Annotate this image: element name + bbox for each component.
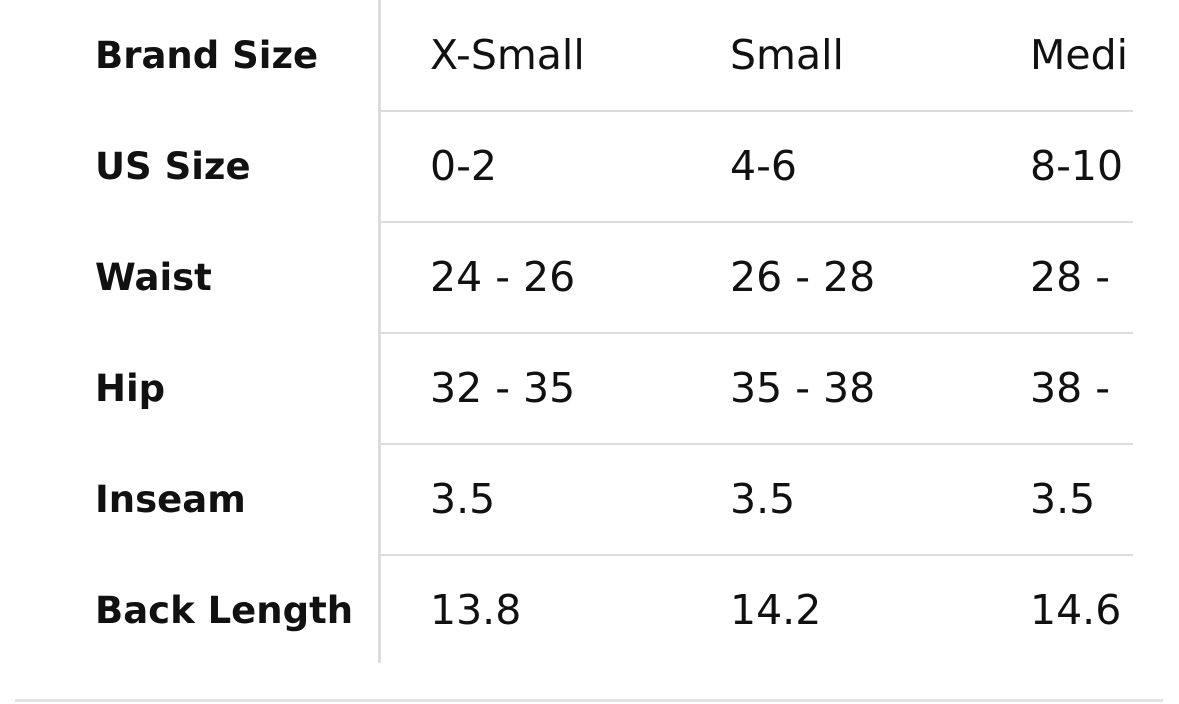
row-divider (380, 221, 1133, 223)
row-header: US Size (95, 145, 251, 188)
row-divider (380, 110, 1133, 112)
table-cell: 0-2 (430, 142, 497, 190)
column-divider (378, 0, 381, 663)
table-cell: 38 - (1030, 364, 1110, 412)
row-divider (380, 443, 1133, 445)
row-divider (380, 332, 1133, 334)
row-header: Back Length (95, 589, 354, 632)
row-header: Inseam (95, 478, 246, 521)
bottom-divider (15, 699, 1163, 702)
row-header: Hip (95, 367, 166, 410)
table-cell: 24 - 26 (430, 253, 576, 301)
table-cell: 32 - 35 (430, 364, 576, 412)
table-cell: 14.6 (1030, 586, 1122, 634)
table-cell: X-Small (430, 31, 585, 79)
table-cell: 28 - (1030, 253, 1110, 301)
table-cell: 3.5 (430, 475, 496, 523)
row-header: Waist (95, 256, 212, 299)
table-viewport: Brand Size X-Small Small Medi US Size 0-2 4-6 8… (95, 0, 1133, 663)
table-cell: Small (730, 31, 844, 79)
table-cell: Medi (1030, 31, 1129, 79)
table-cell: 3.5 (730, 475, 796, 523)
table-cell: 13.8 (430, 586, 522, 634)
table-cell: 8-10 (1030, 142, 1124, 190)
row-header: Brand Size (95, 34, 319, 77)
row-divider (380, 554, 1133, 556)
table-cell: 4-6 (730, 142, 797, 190)
table-cell: 35 - 38 (730, 364, 876, 412)
table-cell: 3.5 (1030, 475, 1096, 523)
table-cell: 14.2 (730, 586, 822, 634)
table-cell: 26 - 28 (730, 253, 876, 301)
